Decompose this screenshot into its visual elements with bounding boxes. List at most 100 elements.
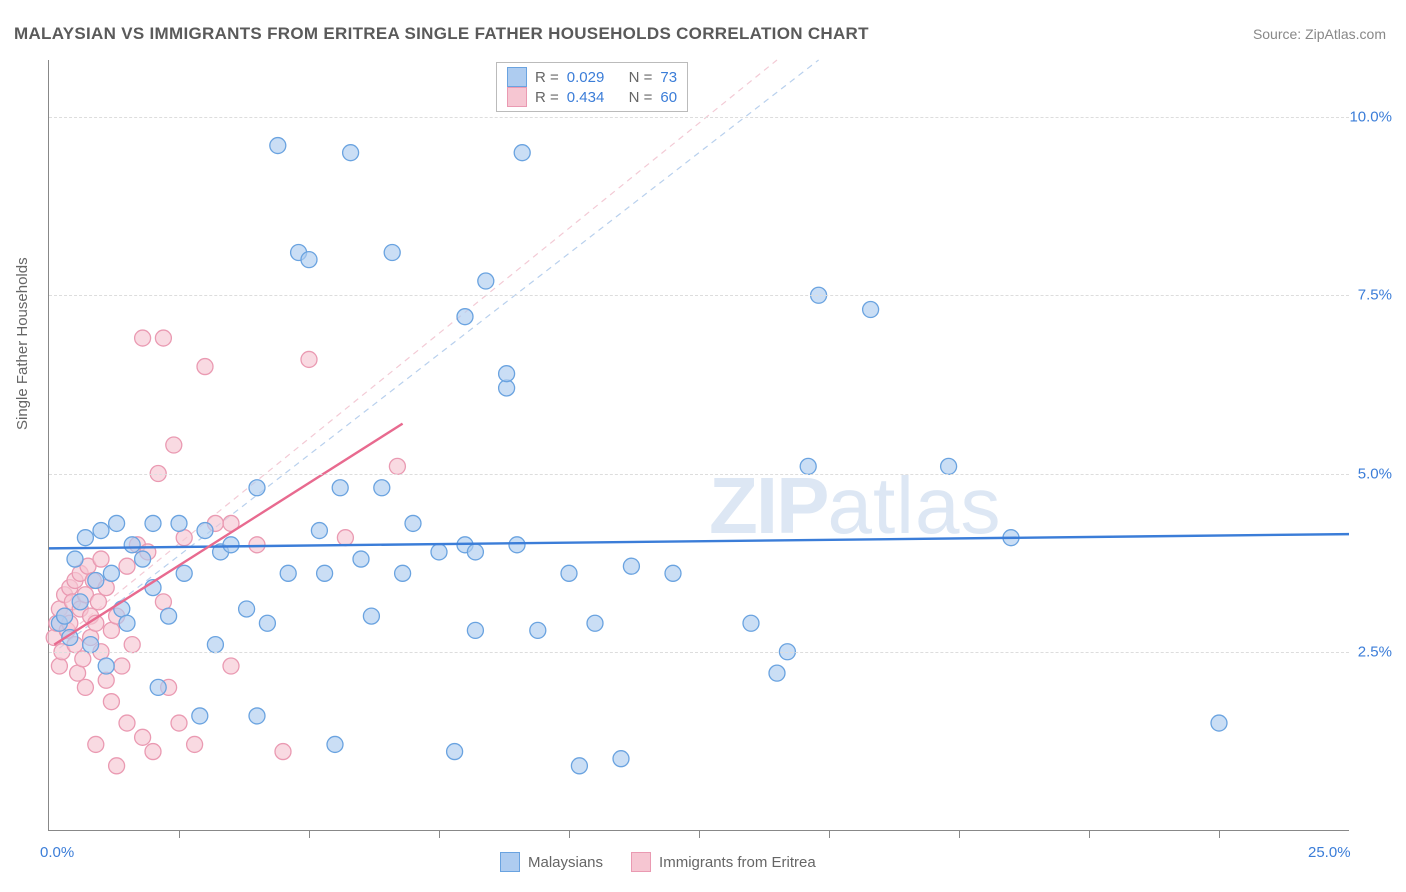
n-label: N = — [629, 69, 653, 86]
data-point — [114, 658, 130, 674]
legend-row-malaysians: R = 0.029 N = 73 — [507, 67, 677, 87]
data-point — [270, 138, 286, 154]
trend-dashed — [54, 60, 777, 645]
data-point — [863, 302, 879, 318]
swatch-blue-icon — [500, 852, 520, 872]
data-point — [467, 544, 483, 560]
n-value-eritrea[interactable]: 60 — [660, 89, 677, 106]
data-point — [197, 523, 213, 539]
y-tick-label: 10.0% — [1349, 109, 1392, 126]
data-point — [623, 558, 639, 574]
data-point — [57, 608, 73, 624]
correlation-legend: R = 0.029 N = 73 R = 0.434 N = 60 — [496, 62, 688, 112]
y-tick-label: 2.5% — [1358, 643, 1392, 660]
x-tick-label: 25.0% — [1308, 844, 1351, 861]
swatch-pink-icon — [631, 852, 651, 872]
data-point — [171, 715, 187, 731]
data-point — [171, 515, 187, 531]
data-point — [353, 551, 369, 567]
data-point — [332, 480, 348, 496]
data-point — [145, 744, 161, 760]
data-point — [119, 558, 135, 574]
data-point — [280, 565, 296, 581]
data-point — [192, 708, 208, 724]
data-point — [327, 736, 343, 752]
data-point — [301, 252, 317, 268]
data-point — [207, 637, 223, 653]
data-point — [166, 437, 182, 453]
data-point — [103, 622, 119, 638]
n-value-malaysians[interactable]: 73 — [660, 69, 677, 86]
data-point — [395, 565, 411, 581]
data-point — [109, 515, 125, 531]
data-point — [343, 145, 359, 161]
x-tick — [569, 830, 570, 838]
data-point — [530, 622, 546, 638]
data-point — [769, 665, 785, 681]
data-point — [259, 615, 275, 631]
data-point — [103, 565, 119, 581]
data-point — [72, 594, 88, 610]
data-point — [83, 637, 99, 653]
data-point — [249, 537, 265, 553]
gridline-horizontal — [49, 295, 1349, 296]
data-point — [384, 245, 400, 261]
data-point — [155, 594, 171, 610]
data-point — [187, 736, 203, 752]
data-point — [93, 551, 109, 567]
data-point — [743, 615, 759, 631]
data-point — [509, 537, 525, 553]
data-point — [478, 273, 494, 289]
x-tick — [699, 830, 700, 838]
gridline-horizontal — [49, 474, 1349, 475]
data-point — [374, 480, 390, 496]
data-point — [457, 309, 473, 325]
x-tick — [1219, 830, 1220, 838]
data-point — [135, 330, 151, 346]
x-tick-label: 0.0% — [40, 844, 74, 861]
data-point — [70, 665, 86, 681]
data-point — [1211, 715, 1227, 731]
swatch-pink-icon — [507, 87, 527, 107]
data-point — [431, 544, 447, 560]
data-point — [103, 694, 119, 710]
data-point — [88, 572, 104, 588]
data-point — [119, 715, 135, 731]
data-point — [197, 359, 213, 375]
trend-line — [49, 534, 1349, 548]
data-point — [514, 145, 530, 161]
data-point — [389, 458, 405, 474]
data-point — [176, 565, 192, 581]
series-legend: Malaysians Immigrants from Eritrea — [500, 852, 816, 872]
gridline-horizontal — [49, 652, 1349, 653]
data-point — [301, 351, 317, 367]
data-point — [114, 601, 130, 617]
data-point — [98, 672, 114, 688]
legend-row-eritrea: R = 0.434 N = 60 — [507, 87, 677, 107]
data-point — [613, 751, 629, 767]
data-point — [176, 530, 192, 546]
data-point — [239, 601, 255, 617]
data-point — [150, 679, 166, 695]
data-point — [447, 744, 463, 760]
swatch-blue-icon — [507, 67, 527, 87]
n-label: N = — [629, 89, 653, 106]
r-label: R = — [535, 89, 559, 106]
gridline-horizontal — [49, 117, 1349, 118]
x-tick — [829, 830, 830, 838]
data-point — [571, 758, 587, 774]
data-point — [249, 480, 265, 496]
r-value-eritrea[interactable]: 0.434 — [567, 89, 605, 106]
data-point — [51, 658, 67, 674]
r-value-malaysians[interactable]: 0.029 — [567, 69, 605, 86]
data-point — [665, 565, 681, 581]
x-tick — [309, 830, 310, 838]
y-tick-label: 7.5% — [1358, 287, 1392, 304]
y-axis-label: Single Father Households — [14, 257, 31, 430]
x-tick — [1089, 830, 1090, 838]
data-point — [135, 551, 151, 567]
data-point — [941, 458, 957, 474]
data-point — [155, 330, 171, 346]
legend-label: Malaysians — [528, 854, 603, 871]
chart-title: MALAYSIAN VS IMMIGRANTS FROM ERITREA SIN… — [14, 24, 869, 44]
